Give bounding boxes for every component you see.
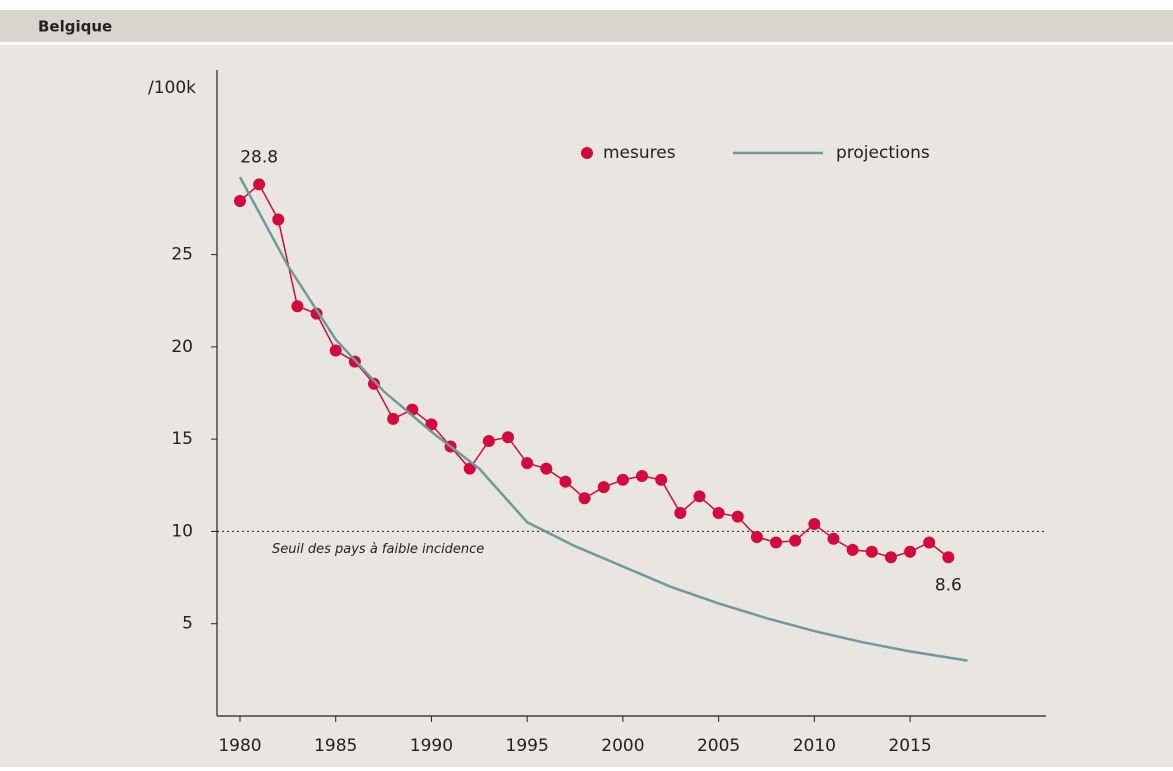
data-point bbox=[693, 490, 706, 503]
data-point bbox=[463, 462, 476, 475]
plot-background bbox=[0, 45, 1173, 767]
data-point bbox=[884, 551, 897, 564]
data-point bbox=[750, 530, 763, 543]
y-axis-label: /100k bbox=[148, 78, 196, 98]
y-tick-label: 20 bbox=[171, 337, 193, 357]
legend-label: projections bbox=[836, 143, 930, 163]
data-label: 28.8 bbox=[240, 147, 278, 167]
x-tick-label: 2000 bbox=[601, 736, 644, 756]
header-band bbox=[0, 10, 1173, 42]
data-point bbox=[233, 195, 246, 208]
data-point bbox=[387, 412, 400, 425]
data-point bbox=[272, 213, 285, 226]
data-point bbox=[770, 536, 783, 549]
data-point bbox=[329, 344, 342, 357]
series-line bbox=[238, 176, 968, 662]
data-point bbox=[712, 506, 725, 519]
y-tick-label: 10 bbox=[171, 521, 193, 541]
data-point bbox=[578, 492, 591, 505]
chart-title: Belgique bbox=[38, 18, 112, 36]
data-point bbox=[597, 481, 610, 494]
data-point bbox=[502, 431, 515, 444]
data-point bbox=[253, 178, 266, 191]
x-tick-label: 2015 bbox=[888, 736, 931, 756]
data-point bbox=[291, 300, 304, 313]
data-point bbox=[923, 536, 936, 549]
data-point bbox=[482, 434, 495, 447]
data-point bbox=[808, 518, 821, 531]
data-point bbox=[367, 377, 380, 390]
data-point bbox=[846, 543, 859, 556]
threshold-label: Seuil des pays à faible incidence bbox=[272, 542, 484, 557]
data-point bbox=[674, 506, 687, 519]
x-tick-label: 1985 bbox=[314, 736, 357, 756]
y-tick-label: 5 bbox=[182, 614, 193, 634]
data-point bbox=[904, 545, 917, 558]
data-point bbox=[865, 545, 878, 558]
data-point bbox=[425, 418, 438, 431]
x-tick-label: 2010 bbox=[793, 736, 836, 756]
data-point bbox=[827, 532, 840, 545]
x-tick-label: 1995 bbox=[506, 736, 549, 756]
data-point bbox=[789, 534, 802, 547]
y-tick-label: 25 bbox=[171, 245, 193, 265]
legend-label: mesures bbox=[603, 143, 676, 163]
legend-marker bbox=[581, 147, 593, 159]
data-point bbox=[406, 403, 419, 416]
data-label: 8.6 bbox=[935, 575, 962, 595]
y-tick-label: 15 bbox=[171, 429, 193, 449]
data-point bbox=[636, 470, 649, 483]
data-point bbox=[616, 473, 629, 486]
data-point bbox=[559, 475, 572, 488]
x-tick-label: 1990 bbox=[410, 736, 453, 756]
x-tick-label: 1980 bbox=[218, 736, 261, 756]
data-point bbox=[655, 473, 668, 486]
data-point bbox=[731, 510, 744, 523]
data-point bbox=[540, 462, 553, 475]
data-point bbox=[942, 551, 955, 564]
data-point bbox=[521, 457, 534, 470]
x-tick-label: 2005 bbox=[697, 736, 740, 756]
